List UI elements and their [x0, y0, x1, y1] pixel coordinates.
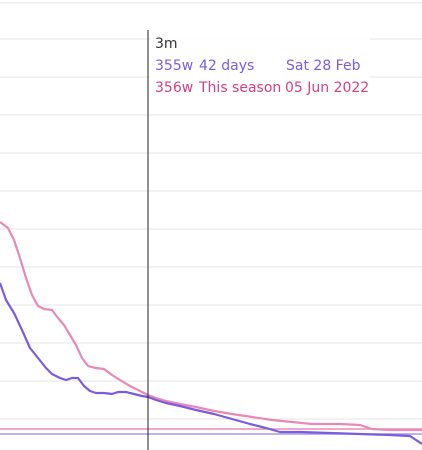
series-line-this-season — [0, 221, 422, 432]
tooltip-row-2-label: This season — [198, 80, 281, 96]
tooltip-row-1-date: Sat 28 Feb — [286, 58, 361, 74]
tooltip-row-1-value: 355w — [155, 58, 193, 74]
tooltip-row-2-date: 05 Jun 2022 — [285, 80, 369, 96]
gridlines — [0, 2, 422, 420]
series-line-42-days — [0, 282, 422, 445]
tooltip-header: 3m — [155, 36, 178, 52]
tooltip-background — [150, 32, 370, 98]
tooltip-row-1-label: 42 days — [199, 58, 254, 74]
series-lines — [0, 221, 422, 445]
tooltip: 3m 355w 42 days Sat 28 Feb 356w This sea… — [150, 32, 370, 98]
tooltip-row-2-value: 356w — [155, 80, 193, 96]
